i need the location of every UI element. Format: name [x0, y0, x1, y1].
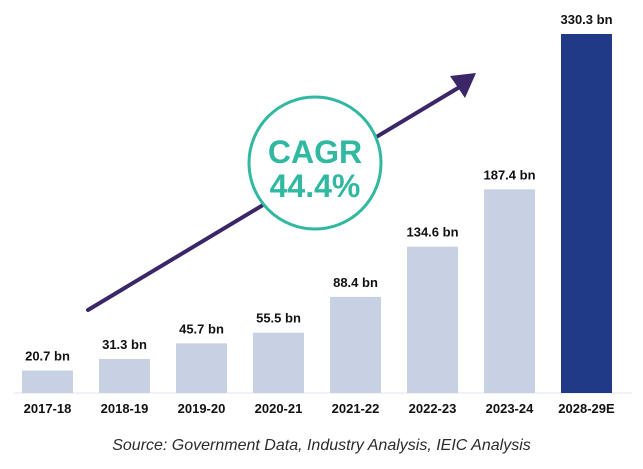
- bar-2019-20: [176, 343, 227, 393]
- x-tick-2023-24: 2023-24: [486, 401, 534, 416]
- data-label-2028-29E: 330.3 bn: [560, 12, 612, 27]
- data-label-2021-22: 88.4 bn: [333, 275, 378, 290]
- data-label-2022-23: 134.6 bn: [406, 225, 458, 240]
- x-tick-2022-23: 2022-23: [409, 401, 457, 416]
- bar-2018-19: [99, 358, 150, 393]
- data-label-2023-24: 187.4 bn: [483, 167, 535, 182]
- bar-2028-29E: [561, 34, 612, 393]
- x-tick-2028-29E: 2028-29E: [558, 401, 615, 416]
- cagr-circle: [247, 95, 383, 231]
- data-label-2017-18: 20.7 bn: [25, 349, 70, 364]
- bar-2017-18: [22, 370, 73, 393]
- bar-2021-22: [330, 296, 381, 393]
- growth-arrow-head: [450, 73, 476, 98]
- data-label-2020-21: 55.5 bn: [256, 311, 301, 326]
- x-tick-2019-20: 2019-20: [178, 401, 226, 416]
- cagr-label: CAGR: [268, 134, 362, 170]
- x-tick-2021-22: 2021-22: [332, 401, 380, 416]
- source-note: Source: Government Data, Industry Analys…: [112, 437, 531, 454]
- x-tick-2020-21: 2020-21: [255, 401, 303, 416]
- bar-2023-24: [484, 189, 535, 393]
- data-label-2018-19: 31.3 bn: [102, 337, 147, 352]
- bar-2022-23: [407, 246, 458, 393]
- x-tick-2018-19: 2018-19: [101, 401, 149, 416]
- x-tick-2017-18: 2017-18: [24, 401, 72, 416]
- data-label-2019-20: 45.7 bn: [179, 321, 224, 336]
- cagr-value: 44.4%: [270, 168, 361, 204]
- bar-2020-21: [253, 332, 304, 393]
- cagr-badge: CAGR 44.4%: [247, 95, 383, 231]
